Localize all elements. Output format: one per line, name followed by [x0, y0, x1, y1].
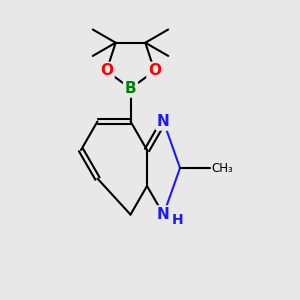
Text: CH₃: CH₃ [211, 161, 233, 175]
Text: B: B [125, 81, 136, 96]
Text: O: O [148, 64, 161, 79]
Text: N: N [157, 114, 170, 129]
Text: O: O [100, 64, 113, 79]
Text: N: N [157, 207, 170, 222]
Text: H: H [172, 213, 184, 227]
